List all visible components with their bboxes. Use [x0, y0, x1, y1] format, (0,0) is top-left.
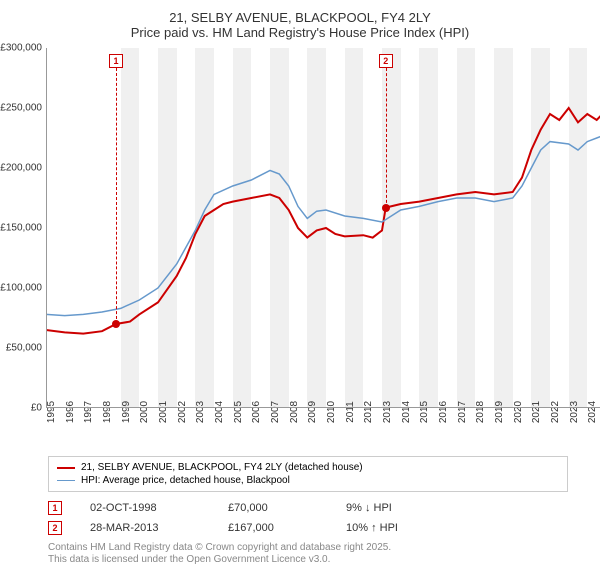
legend-swatch: [57, 467, 75, 469]
sale-diff: 9% ↓ HPI: [346, 502, 392, 514]
legend-row: 21, SELBY AVENUE, BLACKPOOL, FY4 2LY (de…: [57, 461, 559, 474]
y-tick-label: £200,000: [0, 163, 42, 174]
sale-price: £167,000: [228, 522, 318, 534]
legend-swatch: [57, 480, 75, 482]
y-tick-label: £150,000: [0, 223, 42, 234]
sale-row-marker: 1: [48, 501, 62, 515]
sale-marker-dot: [112, 320, 120, 328]
series-hpi: [46, 134, 600, 315]
y-tick-label: £100,000: [0, 283, 42, 294]
sale-marker-box: 1: [109, 54, 123, 68]
sale-date: 28-MAR-2013: [90, 522, 200, 534]
y-tick-label: £300,000: [0, 43, 42, 54]
legend-label: 21, SELBY AVENUE, BLACKPOOL, FY4 2LY (de…: [81, 462, 363, 473]
sale-marker-line: [116, 68, 117, 324]
sale-row: 1 02-OCT-1998 £70,000 9% ↓ HPI: [48, 498, 590, 518]
plot-area: £0£50,000£100,000£150,000£200,000£250,00…: [46, 48, 600, 408]
chart-svg: [46, 48, 600, 408]
legend-label: HPI: Average price, detached house, Blac…: [81, 475, 290, 486]
y-tick-label: £50,000: [6, 343, 42, 354]
legend: 21, SELBY AVENUE, BLACKPOOL, FY4 2LY (de…: [48, 456, 568, 492]
footer: Contains HM Land Registry data © Crown c…: [48, 542, 590, 566]
y-axis: £0£50,000£100,000£150,000£200,000£250,00…: [10, 48, 46, 408]
y-tick-label: £250,000: [0, 103, 42, 114]
footer-line1: Contains HM Land Registry data © Crown c…: [48, 542, 590, 554]
sale-date: 02-OCT-1998: [90, 502, 200, 514]
footer-line2: This data is licensed under the Open Gov…: [48, 554, 590, 566]
sale-marker-dot: [382, 204, 390, 212]
y-tick-label: £0: [31, 403, 42, 414]
chart-subtitle: Price paid vs. HM Land Registry's House …: [10, 25, 590, 40]
sales-table: 1 02-OCT-1998 £70,000 9% ↓ HPI 2 28-MAR-2013 £…: [48, 498, 590, 538]
x-axis-line: [46, 407, 600, 408]
sale-marker-line: [386, 68, 387, 208]
chart-title: 21, SELBY AVENUE, BLACKPOOL, FY4 2LY: [10, 10, 590, 25]
legend-row: HPI: Average price, detached house, Blac…: [57, 474, 559, 487]
chart-container: 21, SELBY AVENUE, BLACKPOOL, FY4 2LY Pri…: [0, 0, 600, 560]
sale-diff: 10% ↑ HPI: [346, 522, 398, 534]
x-axis: 1995199619971998199920002001200220032004…: [46, 408, 600, 446]
sale-row-marker: 2: [48, 521, 62, 535]
sale-marker-box: 2: [379, 54, 393, 68]
sale-price: £70,000: [228, 502, 318, 514]
sale-row: 2 28-MAR-2013 £167,000 10% ↑ HPI: [48, 518, 590, 538]
series-property: [46, 108, 600, 334]
y-axis-line: [46, 48, 47, 408]
